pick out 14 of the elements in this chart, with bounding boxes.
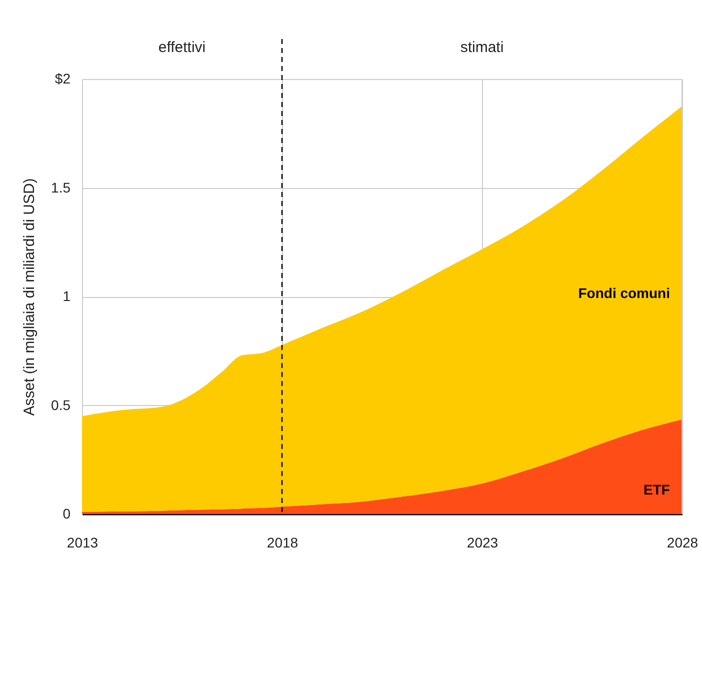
y-tick-label: 1 — [62, 288, 71, 304]
x-tick-label: 2018 — [266, 534, 298, 550]
x-tick-label: 2013 — [66, 534, 98, 550]
series-label: ETF — [644, 481, 670, 498]
text: effettivi — [158, 39, 206, 56]
y-tick-label: $2 — [54, 70, 71, 86]
series-label: Fondi comuni — [578, 285, 670, 302]
x-tick-label: 2023 — [466, 534, 498, 550]
text: stimati — [460, 39, 504, 56]
y-tick-label: 0.5 — [51, 396, 71, 413]
y-tick-label: 0 — [62, 506, 71, 522]
x-tick-label: 2028 — [666, 534, 698, 550]
y-tick-label: 1.5 — [51, 179, 71, 196]
y-axis-title: Asset (in migliaia di miliardi di USD) — [21, 178, 38, 416]
